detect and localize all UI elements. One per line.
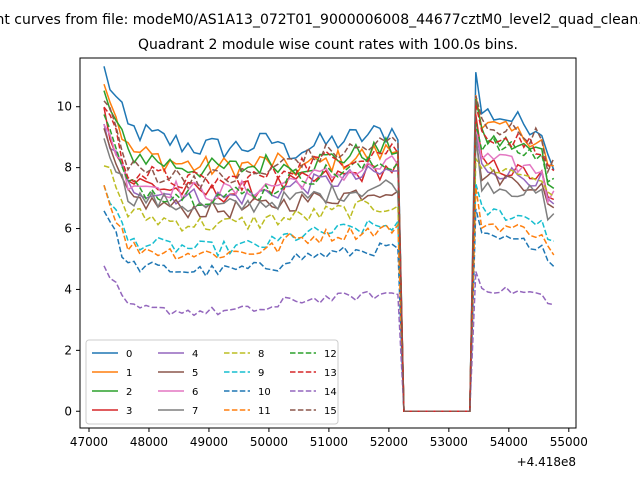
legend-box	[85, 339, 339, 425]
legend-label-11: 11	[258, 406, 271, 417]
series-line-14	[103, 265, 554, 413]
series-line-1	[103, 83, 554, 413]
series-line-13	[103, 103, 555, 413]
x-tick-label: 55000	[550, 435, 588, 449]
y-axis: 0 2 4 6 8 10	[57, 100, 80, 418]
x-tick-label: 47000	[70, 435, 108, 449]
x-tick-label: 49000	[190, 435, 228, 449]
series-line-7	[103, 134, 555, 413]
y-tick-label: 0	[64, 404, 72, 418]
legend-label-10: 10	[258, 387, 271, 398]
legend-label-9: 9	[258, 368, 264, 379]
legend-label-14: 14	[324, 387, 337, 398]
legend-label-8: 8	[258, 349, 264, 360]
series-line-6	[103, 124, 555, 413]
x-axis-offset-label: +4.418e8	[517, 455, 576, 469]
x-tick-label: 52000	[370, 435, 408, 449]
series-line-11	[103, 184, 555, 413]
legend-label-13: 13	[324, 368, 337, 379]
legend-label-6: 6	[192, 387, 198, 398]
series-line-8	[103, 156, 555, 413]
x-tick-label: 53000	[430, 435, 468, 449]
series-line-15	[103, 95, 555, 413]
series-lines	[103, 66, 555, 413]
legend-label-7: 7	[192, 406, 198, 417]
series-line-2	[103, 90, 555, 413]
y-tick-label: 10	[57, 100, 72, 114]
legend-label-2: 2	[126, 387, 132, 398]
x-tick-label: 48000	[130, 435, 168, 449]
legend-label-3: 3	[126, 406, 132, 417]
y-tick-label: 2	[64, 343, 72, 357]
plot-frame	[79, 57, 577, 429]
x-tick-label: 51000	[310, 435, 348, 449]
figure-suptitle: Light curves from file: modeM0/AS1A13_07…	[0, 12, 640, 28]
legend-label-12: 12	[324, 349, 337, 360]
x-tick-label: 54000	[490, 435, 528, 449]
series-line-9	[103, 183, 555, 413]
legend-label-4: 4	[192, 349, 198, 360]
y-tick-label: 4	[64, 282, 72, 296]
legend-label-1: 1	[126, 368, 132, 379]
legend-label-0: 0	[126, 349, 132, 360]
legend-label-5: 5	[192, 368, 198, 379]
x-axis: 47000 48000 49000 50000 51000 52000 53000 54000…	[70, 428, 588, 449]
series-line-12	[103, 114, 555, 413]
y-tick-label: 8	[64, 161, 72, 175]
legend-label-15: 15	[324, 406, 337, 417]
series-line-5	[103, 128, 555, 413]
chart-title: Quadrant 2 module wise count rates with …	[138, 37, 518, 53]
series-line-10	[103, 208, 555, 413]
y-tick-label: 6	[64, 222, 72, 236]
series-line-0	[103, 66, 555, 413]
x-tick-label: 50000	[250, 435, 288, 449]
